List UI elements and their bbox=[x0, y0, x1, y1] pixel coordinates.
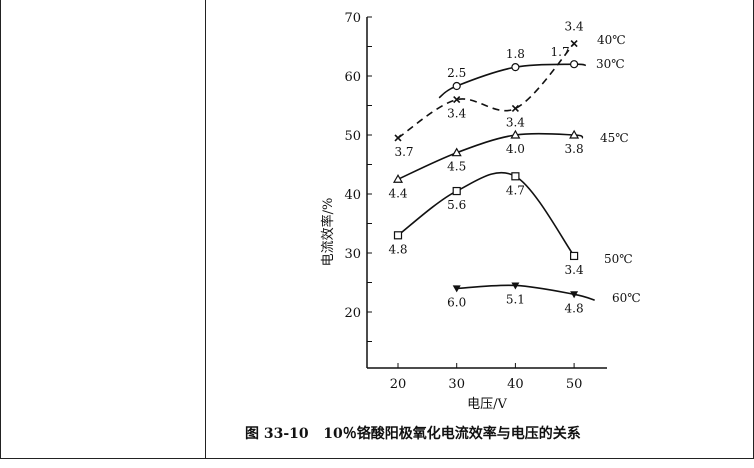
data-label: 4.5 bbox=[447, 160, 466, 174]
x-tick-label: 30 bbox=[448, 377, 465, 392]
series-line-45℃ bbox=[397, 132, 584, 180]
data-label: 2.5 bbox=[447, 66, 466, 80]
data-point-marker bbox=[392, 174, 404, 183]
y-tick-label: 50 bbox=[344, 129, 361, 144]
legend-label: 40℃ bbox=[597, 33, 626, 47]
y-tick-label: 40 bbox=[344, 188, 361, 203]
data-point-marker bbox=[569, 251, 579, 261]
data-label: 6.0 bbox=[447, 295, 466, 309]
table-left-border bbox=[0, 0, 1, 459]
data-label: 3.8 bbox=[565, 142, 584, 156]
y-tick-label: 70 bbox=[344, 11, 361, 26]
series-line-50℃ bbox=[397, 171, 575, 257]
data-label: 1.7 bbox=[551, 45, 570, 59]
data-point-marker bbox=[394, 134, 402, 142]
data-point-marker bbox=[511, 282, 520, 290]
data-point-marker bbox=[451, 147, 462, 157]
data-label: 5.1 bbox=[506, 292, 525, 306]
data-point-marker bbox=[569, 60, 579, 69]
data-label: 5.6 bbox=[447, 198, 466, 212]
table-divider bbox=[205, 0, 206, 459]
y-tick-label: 60 bbox=[344, 70, 361, 85]
legend-label: 30℃ bbox=[596, 57, 625, 71]
data-label: 1.8 bbox=[506, 47, 525, 61]
x-axis-label: 电压/V bbox=[467, 397, 507, 412]
data-point-marker bbox=[569, 129, 580, 139]
data-point-marker bbox=[511, 172, 520, 181]
y-axis-label: 电流效率/% bbox=[320, 198, 336, 267]
data-point-marker bbox=[452, 285, 461, 293]
table-bottom-border bbox=[0, 458, 754, 459]
legend-label: 60℃ bbox=[612, 291, 641, 305]
y-tick-label: 20 bbox=[344, 306, 361, 321]
data-label: 3.4 bbox=[565, 263, 584, 277]
data-point-marker bbox=[452, 186, 461, 196]
data-point-marker bbox=[510, 129, 521, 139]
data-label: 4.4 bbox=[388, 186, 407, 200]
legend-label: 45℃ bbox=[600, 131, 629, 145]
y-tick-label: 30 bbox=[344, 247, 361, 262]
data-point-marker bbox=[452, 81, 461, 91]
data-label: 4.7 bbox=[506, 183, 525, 197]
legend-label: 50℃ bbox=[604, 252, 633, 266]
data-label: 3.7 bbox=[394, 145, 413, 159]
chart: 20 30 40 50 60 70 20 30 40 50 电压/V 电流效率/% 2.5 1.8 1.7 3… bbox=[320, 11, 641, 412]
data-point-marker bbox=[393, 231, 403, 240]
data-label: 3.4 bbox=[447, 107, 466, 121]
data-point-marker bbox=[570, 291, 579, 299]
series-line-40℃ bbox=[397, 43, 575, 139]
data-label: 3.4 bbox=[565, 20, 584, 34]
data-point-marker bbox=[511, 63, 520, 72]
data-label: 4.8 bbox=[565, 301, 584, 315]
x-tick-label: 40 bbox=[507, 377, 524, 392]
x-tick-label: 20 bbox=[390, 377, 407, 392]
series-line-60℃ bbox=[456, 284, 595, 301]
data-point-marker bbox=[511, 104, 519, 113]
data-label: 3.4 bbox=[506, 115, 525, 129]
x-tick-label: 50 bbox=[566, 377, 583, 392]
data-label: 4.0 bbox=[506, 142, 525, 156]
data-point-marker bbox=[453, 96, 461, 104]
figure-caption: 图 33-10 10％铬酸阳极氧化电流效率与电压的关系 bbox=[245, 426, 581, 442]
data-label: 4.8 bbox=[388, 242, 407, 256]
data-point-marker bbox=[570, 39, 578, 48]
